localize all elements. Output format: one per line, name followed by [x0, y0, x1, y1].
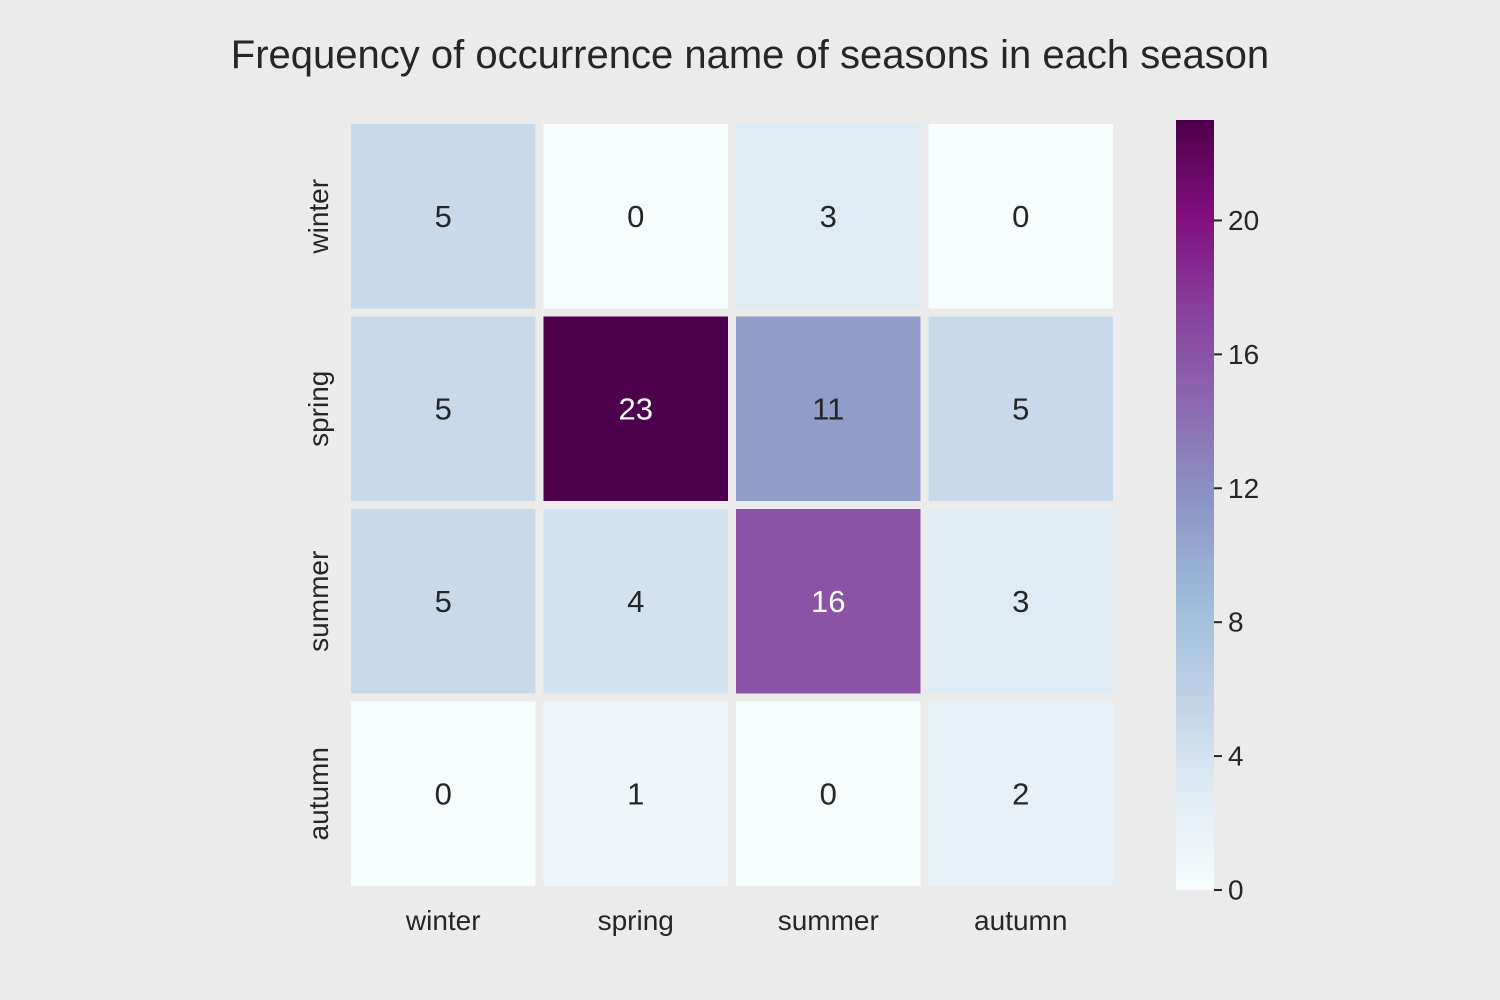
cell-value-label: 3 [820, 199, 837, 234]
cell-value-label: 23 [619, 391, 653, 426]
heatmap-cell [928, 509, 1113, 694]
x-axis-ticks: winter spring summer autumn [405, 905, 1068, 936]
heatmap-cell [543, 701, 728, 886]
cell-value-label: 3 [1012, 584, 1029, 619]
cell-value-label: 1 [627, 776, 644, 811]
colorbar-tick-label: 4 [1228, 741, 1244, 772]
heatmap-cell [928, 701, 1113, 886]
heatmap-cell [736, 124, 921, 309]
heatmap-cell [351, 509, 536, 694]
y-tick-label: spring [303, 371, 334, 447]
cell-value-label: 0 [435, 776, 452, 811]
cell-value-label: 2 [1012, 776, 1029, 811]
heatmap-cell [351, 124, 536, 309]
colorbar-tick-label: 16 [1228, 339, 1259, 370]
colorbar-tick-label: 20 [1228, 205, 1259, 236]
y-tick-label: summer [303, 551, 334, 652]
heatmap-cell [928, 316, 1113, 501]
cell-value-label: 16 [811, 584, 845, 619]
chart-title: Frequency of occurrence name of seasons … [231, 33, 1269, 77]
heatmap-cells: 5 0 3 0 5 23 11 5 5 4 16 3 0 1 0 2 [351, 124, 1113, 886]
heatmap-cell [543, 124, 728, 309]
y-axis-ticks: winter spring summer autumn [303, 179, 334, 841]
heatmap-cell [736, 701, 921, 886]
heatmap-cell [351, 701, 536, 886]
x-tick-label: winter [405, 905, 481, 936]
y-tick-label: winter [303, 179, 334, 255]
cell-value-label: 5 [1012, 391, 1029, 426]
x-tick-label: summer [778, 905, 879, 936]
heatmap-cell [928, 124, 1113, 309]
cell-value-label: 0 [627, 199, 644, 234]
x-tick-label: spring [598, 905, 674, 936]
y-tick-label: autumn [303, 747, 334, 840]
cell-value-label: 5 [435, 391, 452, 426]
colorbar-tick-label: 8 [1228, 607, 1244, 638]
x-tick-label: autumn [974, 905, 1067, 936]
heatmap-cell [543, 316, 728, 501]
colorbar-tick-label: 12 [1228, 473, 1259, 504]
colorbar-gradient [1176, 120, 1214, 890]
cell-value-label: 4 [627, 584, 644, 619]
heatmap-cell [736, 509, 921, 694]
cell-value-label: 0 [1012, 199, 1029, 234]
colorbar-tick-label: 0 [1228, 875, 1244, 906]
heatmap-cell [736, 316, 921, 501]
cell-value-label: 5 [435, 199, 452, 234]
cell-value-label: 11 [812, 391, 844, 426]
heatmap-cell [351, 316, 536, 501]
cell-value-label: 5 [435, 584, 452, 619]
colorbar: 0 4 8 12 16 20 [1176, 120, 1259, 906]
cell-value-label: 0 [820, 776, 837, 811]
heatmap-cell [543, 509, 728, 694]
